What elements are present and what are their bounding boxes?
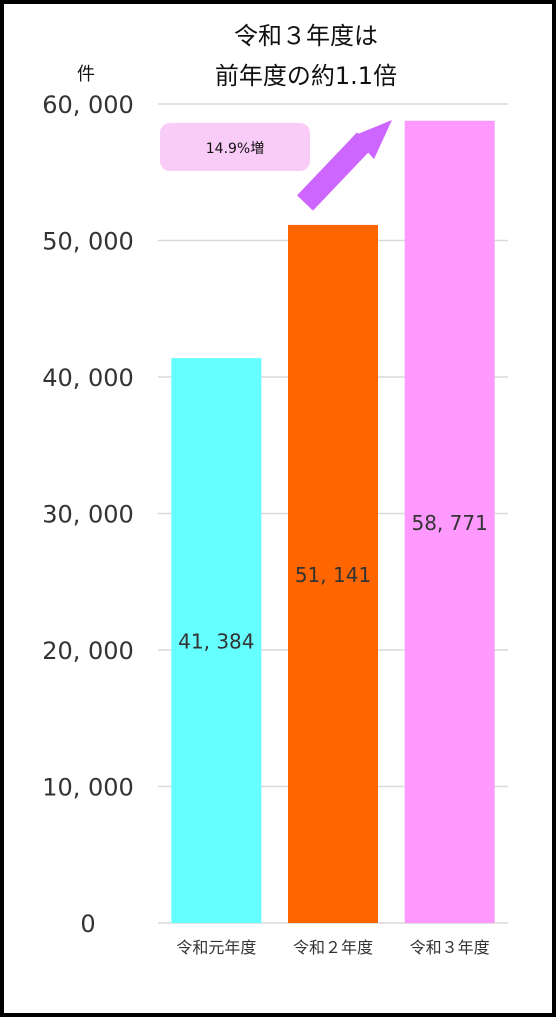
bar xyxy=(171,358,262,923)
y-tick-label: 10, 000 xyxy=(42,774,134,802)
increase-arrow-icon xyxy=(297,120,392,211)
bars xyxy=(171,120,495,923)
y-tick-label: 40, 000 xyxy=(42,364,134,392)
x-tick-label: 令和３年度 xyxy=(410,938,490,957)
y-tick-label: 0 xyxy=(80,910,95,938)
bar-value-label: 51, 141 xyxy=(295,563,371,587)
bar xyxy=(288,224,378,923)
increase-badge-text: 14.9%増 xyxy=(206,141,264,157)
y-tick-label: 30, 000 xyxy=(42,501,134,529)
chart-title-line-2: 前年度の約1.1倍 xyxy=(215,62,397,90)
bar-value-label: 41, 384 xyxy=(178,630,254,654)
bar-value-label: 58, 771 xyxy=(411,511,487,535)
x-tick-label: 令和２年度 xyxy=(293,938,373,957)
increase-badge xyxy=(160,123,310,171)
y-tick-label: 60, 000 xyxy=(42,91,134,119)
bar xyxy=(404,120,495,923)
x-tick-label: 令和元年度 xyxy=(176,938,256,957)
y-axis-unit-label: 件 xyxy=(77,64,95,85)
increase-annotation: 14.9%増 xyxy=(160,120,392,211)
y-tick-label: 50, 000 xyxy=(42,228,134,256)
bar-value-labels: 41, 384 51, 141 58, 771 xyxy=(178,511,488,654)
y-tick-label: 20, 000 xyxy=(42,637,134,665)
chart-title-line-1: 令和３年度は xyxy=(234,22,378,50)
x-axis-ticks: 令和元年度 令和２年度 令和３年度 xyxy=(176,938,489,957)
y-axis-ticks: 0 10, 000 20, 000 30, 000 40, 000 50, 000 60, … xyxy=(42,91,134,938)
